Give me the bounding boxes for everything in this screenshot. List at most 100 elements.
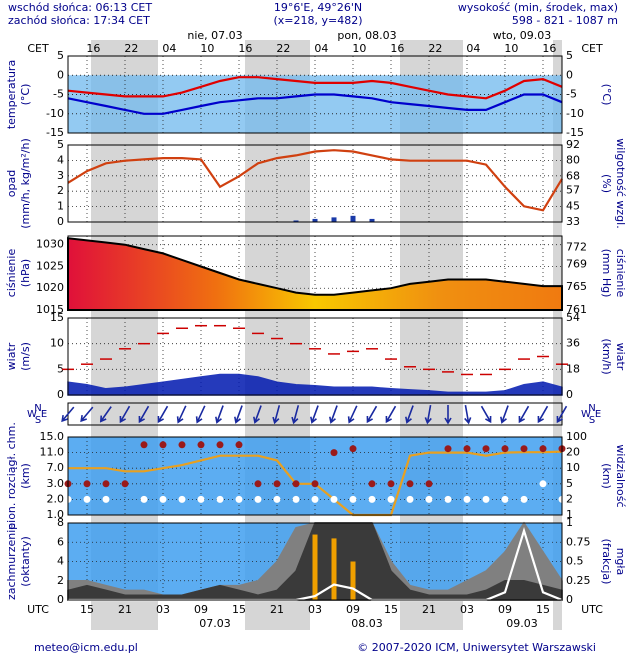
- cet-tick-label: 16: [390, 42, 404, 55]
- elevation-title: wysokość (min, środek, max): [458, 1, 618, 14]
- compass-label: E: [41, 409, 47, 420]
- bar: [331, 217, 337, 222]
- series-line: [67, 93, 563, 115]
- dot: [311, 480, 319, 488]
- utc-tick-label: 09: [498, 603, 512, 616]
- sunrise: wschód słońca: 06:13 CET: [8, 1, 152, 14]
- panel-frame: [67, 235, 563, 311]
- y-tick-label: 0: [566, 68, 573, 81]
- wind-arrow: [138, 405, 150, 424]
- dot: [539, 480, 547, 488]
- y-axis-title: zachmurzenie: [5, 523, 18, 600]
- dot: [349, 445, 357, 453]
- y2-axis-title: (mm Hg): [600, 249, 613, 298]
- y-axis-title: (m/s): [19, 342, 32, 371]
- y-axis-title: (mm/h, kg/m²/h): [19, 138, 32, 229]
- cet-tick-label: 10: [504, 42, 518, 55]
- dot: [216, 441, 224, 449]
- dot: [368, 495, 376, 503]
- compass-label: S: [589, 415, 595, 426]
- y-tick-label: 2: [57, 184, 64, 197]
- utc-label: UTC: [27, 603, 49, 616]
- utc-tick-label: 15: [536, 603, 550, 616]
- y2-axis-title: (km/h): [600, 338, 613, 374]
- y-tick-label: 7.0: [47, 461, 65, 474]
- cet-label: CET: [581, 42, 603, 55]
- panel: 5 4 3 2 1 0 92 80 68 57 45 33 opad (mm/h, kg/m²/h) (%)…: [5, 138, 627, 229]
- y-tick-label: -10: [566, 107, 584, 120]
- dot: [292, 480, 300, 488]
- dot: [235, 441, 243, 449]
- panel-frame: [67, 317, 563, 396]
- utc-tick-label: 15: [232, 603, 246, 616]
- y-tick-label: 3.0: [47, 477, 65, 490]
- y2-axis-title: wiatr: [614, 343, 627, 371]
- dot: [197, 495, 205, 503]
- dot: [463, 495, 471, 503]
- y-axis-title: temperatura: [5, 60, 18, 129]
- y-tick-label: 80: [566, 154, 580, 167]
- dot: [330, 449, 338, 457]
- wind-arrow: [385, 405, 397, 424]
- dot: [463, 445, 471, 453]
- dot: [444, 445, 452, 453]
- dot: [102, 480, 110, 488]
- dot: [102, 495, 110, 503]
- dot: [273, 480, 281, 488]
- dot: [482, 445, 490, 453]
- y-tick-label: 5: [57, 49, 64, 62]
- wind-arrow: [329, 405, 338, 424]
- dot: [425, 480, 433, 488]
- y-tick-label: 2: [57, 574, 64, 587]
- coords: 19°6'E, 49°26'N: [274, 1, 362, 14]
- bar: [369, 218, 375, 222]
- y-tick-label: 10: [566, 461, 580, 474]
- y-tick-label: 5: [57, 138, 64, 151]
- y-tick-label: 5: [566, 49, 573, 62]
- y-tick-label: 15.0: [40, 430, 65, 443]
- compass-label: N: [588, 403, 595, 414]
- night-band: [553, 40, 562, 630]
- y-tick-label: -5: [566, 88, 577, 101]
- wind-arrow: [291, 405, 300, 425]
- wind-arrow: [424, 404, 432, 425]
- utc-tick-label: 09: [194, 603, 208, 616]
- y-tick-label: 0: [57, 388, 64, 401]
- wind-arrow: [80, 406, 94, 423]
- y-tick-label: 68: [566, 169, 580, 182]
- bar: [293, 220, 299, 222]
- dot: [330, 495, 338, 503]
- y-tick-label: 100: [566, 430, 587, 443]
- dot: [520, 495, 528, 503]
- email: meteo@icm.edu.pl: [34, 641, 138, 654]
- y-tick-label: 15: [50, 311, 64, 324]
- dot: [140, 441, 148, 449]
- y-axis-title: wiatr: [5, 342, 18, 370]
- y-tick-label: 5: [57, 362, 64, 375]
- y-tick-label: 1: [566, 508, 573, 521]
- y2-axis-title: (km): [600, 463, 613, 489]
- dot: [406, 480, 414, 488]
- y-tick-label: 92: [566, 138, 580, 151]
- cet-tick-label: 22: [124, 42, 138, 55]
- panel-frame: [67, 55, 563, 134]
- y-tick-label: 1025: [36, 259, 64, 272]
- series-area: [67, 373, 563, 396]
- y-tick-label: 2.0: [47, 492, 65, 505]
- y-tick-label: 772: [566, 240, 587, 253]
- dot: [140, 495, 148, 503]
- wind-arrow: [366, 405, 378, 424]
- y2-axis-title: ciśnienie: [614, 249, 627, 298]
- copyright: © 2007-2020 ICM, Uniwersytet Warszawski: [357, 641, 596, 654]
- wind-arrow: [99, 406, 112, 423]
- dot: [311, 495, 319, 503]
- compass-label: S: [35, 415, 41, 426]
- wind-arrow: [500, 405, 509, 424]
- cet-tick-label: 04: [162, 42, 176, 55]
- dot: [444, 495, 452, 503]
- wind-arrow: [215, 405, 224, 424]
- y2-axis-title: widzialność: [614, 444, 627, 507]
- y-tick-label: 0: [57, 593, 64, 606]
- y-tick-label: 11.0: [40, 446, 65, 459]
